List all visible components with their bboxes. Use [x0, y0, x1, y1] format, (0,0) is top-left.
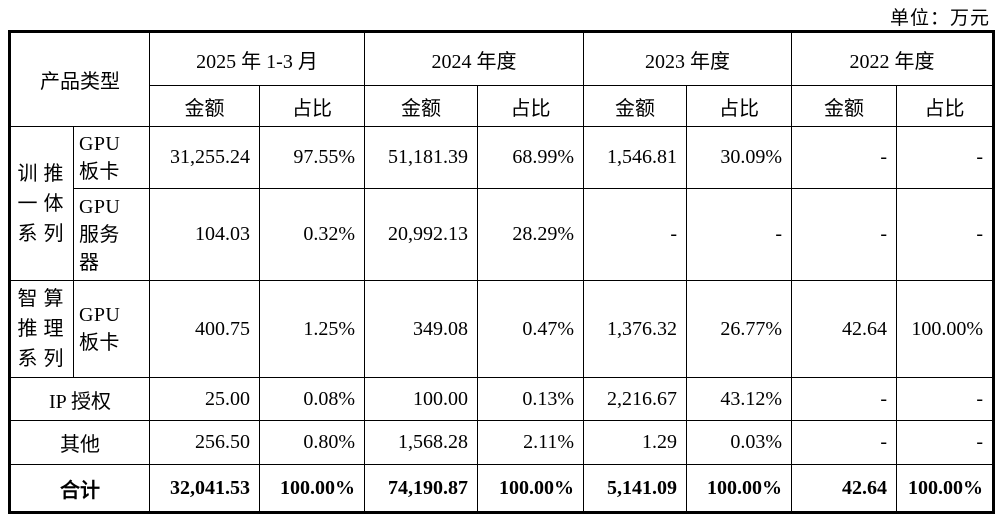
sub-label-gpu-server: GPU 服务 器 — [73, 188, 150, 281]
ratio-cell: 100.00% — [896, 464, 995, 513]
row-label-total: 合计 — [9, 464, 150, 513]
ratio-cell: - — [896, 420, 995, 465]
ratio-cell: 68.99% — [477, 126, 585, 189]
amount-cell: - — [791, 377, 898, 421]
unit-label: 单位：万元 — [889, 8, 990, 29]
period-header-2022: 2022 年度 — [791, 31, 995, 86]
amount-header-2023: 金额 — [583, 85, 688, 127]
ratio-cell: 0.03% — [686, 420, 793, 465]
header-row-periods: 产品类型 2025 年 1-3 月 2024 年度 2023 年度 2022 年… — [9, 31, 995, 127]
ratio-header-2022: 占比 — [896, 85, 995, 127]
amount-cell: 42.64 — [791, 280, 898, 378]
ratio-cell: 0.47% — [477, 280, 585, 378]
ratio-cell: 1.25% — [258, 280, 366, 378]
amount-cell: 1.29 — [583, 420, 688, 465]
ratio-cell: 100.00% — [896, 280, 995, 378]
amount-cell: 32,041.53 — [149, 464, 260, 513]
amount-cell: 349.08 — [364, 280, 479, 378]
ratio-cell: - — [896, 126, 995, 189]
ratio-header-2024: 占比 — [477, 85, 585, 127]
ratio-cell: 0.80% — [258, 420, 366, 465]
ratio-cell: 2.11% — [477, 420, 585, 465]
ratio-header-2025q1: 占比 — [258, 85, 366, 127]
amount-cell: 74,190.87 — [364, 464, 479, 513]
sub-label-gpu-board: GPU 板卡 — [73, 126, 150, 189]
table-row-ip-licensing: IP 授权 25.00 0.08% 100.00 0.13% 2,216.67 … — [9, 377, 995, 421]
ratio-cell: - — [686, 188, 793, 281]
amount-cell: 256.50 — [149, 420, 260, 465]
ratio-cell: 0.32% — [258, 188, 366, 281]
table-row-total: 合计 32,041.53 100.00% 74,190.87 100.00% 5… — [9, 464, 995, 513]
ratio-cell: 100.00% — [477, 464, 585, 513]
ratio-cell: 100.00% — [258, 464, 366, 513]
amount-cell: 31,255.24 — [149, 126, 260, 189]
amount-cell: 1,568.28 — [364, 420, 479, 465]
sub-label-gpu-board: GPU 板卡 — [73, 280, 150, 378]
amount-cell: - — [791, 188, 898, 281]
period-header-2023: 2023 年度 — [583, 31, 793, 86]
table-row-other: 其他 256.50 0.80% 1,568.28 2.11% 1.29 0.03… — [9, 420, 995, 465]
amount-cell: 5,141.09 — [583, 464, 688, 513]
product-type-header-cell: 产品类型 — [9, 31, 150, 127]
amount-cell: 51,181.39 — [364, 126, 479, 189]
amount-cell: 400.75 — [149, 280, 260, 378]
amount-cell: 2,216.67 — [583, 377, 688, 421]
amount-cell: - — [791, 126, 898, 189]
table-row-train-infer-gpu-board: 训推 一体 系列 GPU 板卡 31,255.24 97.55% 51,181.… — [9, 126, 995, 281]
row-label-other: 其他 — [9, 420, 150, 465]
amount-cell: 1,376.32 — [583, 280, 688, 378]
amount-header-2022: 金额 — [791, 85, 898, 127]
ratio-cell: 97.55% — [258, 126, 366, 189]
ratio-cell: 28.29% — [477, 188, 585, 281]
revenue-by-product-table: 产品类型 2025 年 1-3 月 2024 年度 2023 年度 2022 年… — [8, 30, 996, 514]
ratio-cell: 0.13% — [477, 377, 585, 421]
amount-cell: 104.03 — [149, 188, 260, 281]
ratio-cell: 26.77% — [686, 280, 793, 378]
amount-header-2025q1: 金额 — [149, 85, 260, 127]
group-label-smart-infer-series: 智算 推理 系列 — [9, 280, 74, 378]
row-label-ip-licensing: IP 授权 — [9, 377, 150, 421]
group-label-train-infer-series: 训推 一体 系列 — [9, 126, 74, 281]
ratio-cell: - — [896, 188, 995, 281]
ratio-cell: 30.09% — [686, 126, 793, 189]
amount-cell: 20,992.13 — [364, 188, 479, 281]
ratio-header-2023: 占比 — [686, 85, 793, 127]
header-row-measures: 金额 占比 金额 占比 金额 占比 金额 占比 — [10, 85, 995, 127]
table-row-train-infer-gpu-server: GPU 服务 器 104.03 0.32% 20,992.13 28.29% -… — [10, 188, 995, 281]
period-header-2024: 2024 年度 — [364, 31, 585, 86]
ratio-cell: 43.12% — [686, 377, 793, 421]
amount-cell: 100.00 — [364, 377, 479, 421]
ratio-cell: 100.00% — [686, 464, 793, 513]
amount-header-2024: 金额 — [364, 85, 479, 127]
amount-cell: 25.00 — [149, 377, 260, 421]
amount-cell: 42.64 — [791, 464, 898, 513]
ratio-cell: 0.08% — [258, 377, 366, 421]
ratio-cell: - — [896, 377, 995, 421]
amount-cell: - — [791, 420, 898, 465]
table-row-smart-infer-gpu-board: 智算 推理 系列 GPU 板卡 400.75 1.25% 349.08 0.47… — [9, 280, 995, 378]
amount-cell: - — [583, 188, 688, 281]
period-header-2025q1: 2025 年 1-3 月 — [148, 31, 366, 86]
amount-cell: 1,546.81 — [583, 126, 688, 189]
